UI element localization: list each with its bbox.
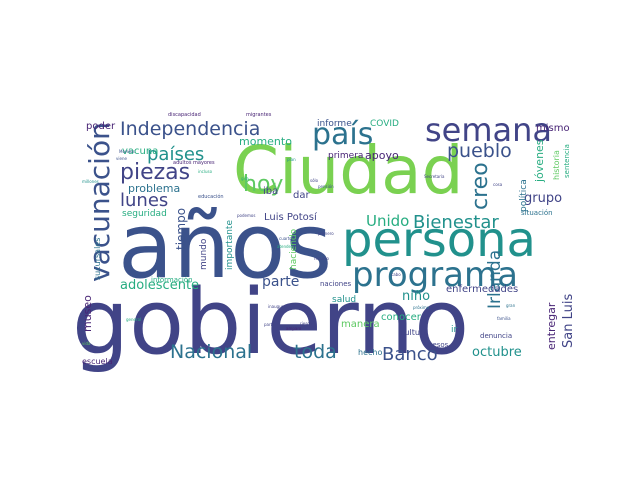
word-nacional: Nacional: [170, 341, 253, 363]
word-semana: semana: [425, 111, 553, 149]
word-cabo: cabo: [391, 272, 401, 277]
word-persona: persona: [342, 212, 536, 268]
word-tiempo: tiempo: [174, 207, 188, 250]
word-bienestar: Bienestar: [413, 212, 499, 233]
word-san-luis: San Luis: [561, 293, 576, 348]
word-incluso: incluso: [198, 169, 213, 174]
word-adultos-mayores: adultos mayores: [173, 160, 215, 166]
word-riesgo: riesgo: [300, 321, 313, 326]
word-proximo: próximo: [413, 305, 430, 310]
word-grupo: grupo: [524, 191, 563, 206]
word-ir: ir: [451, 325, 458, 335]
word-jovenes: jóvenes: [533, 139, 546, 182]
word-inaugurar: inaugurar: [268, 304, 288, 309]
word-creo: creo: [468, 162, 493, 210]
word-naciones: naciones: [320, 280, 352, 288]
word-problema: problema: [128, 182, 181, 195]
word-informe: informe: [317, 119, 352, 129]
word-paises: países: [147, 144, 205, 165]
word-ciudad: Ciudad: [233, 132, 464, 209]
word-manera: manera: [341, 319, 380, 330]
word-pueblo: pueblo: [447, 140, 512, 162]
word-historia: historia: [552, 150, 561, 180]
word-recurso: recurso: [314, 256, 329, 261]
word-banco: Banco: [382, 344, 438, 365]
word-morelos: Morelos: [119, 149, 135, 154]
word-solo: sólo: [310, 178, 319, 183]
word-amparo: amparo: [286, 326, 302, 331]
word-podemos: podemos: [237, 213, 256, 218]
word-escuela: escuela: [82, 357, 113, 366]
word-pension: pensión: [318, 184, 334, 189]
word-vacuna: vacuna: [122, 146, 159, 157]
word-independencia: Independencia: [120, 118, 261, 140]
word-partir: partir: [264, 322, 275, 327]
word-museo: museo: [81, 295, 94, 332]
word-nino: niño: [402, 289, 431, 304]
word-sucursales: sucursales: [93, 237, 102, 280]
word-entregar: entregar: [545, 302, 558, 350]
word-toda: toda: [294, 341, 337, 363]
word-covid: COVID: [370, 119, 399, 129]
word-pais: país: [312, 117, 374, 152]
word-salud: salud: [332, 295, 357, 305]
word-programa: programa: [352, 255, 518, 295]
word-hoy: hoy: [243, 172, 284, 197]
word-pesos: pesos: [428, 341, 449, 349]
word-primera: primera: [328, 151, 364, 161]
word-gran: gran: [506, 303, 516, 308]
word-irlanda: Irlanda: [485, 249, 505, 309]
word-lunes: lunes: [120, 190, 169, 211]
word-iba: iba: [263, 186, 279, 197]
word-cloud: Ciudad años gobierno persona programa se…: [72, 113, 580, 370]
word-cuarto: cuarto: [279, 236, 292, 241]
word-discapacidad: discapacidad: [168, 112, 201, 118]
word-cultura: cultura: [400, 328, 429, 337]
word-conocer: conocer: [381, 312, 421, 323]
word-plan: plan: [287, 157, 296, 162]
word-unido: Unido: [366, 212, 410, 230]
word-viene: viene: [116, 156, 127, 161]
word-cosa: cosa: [493, 182, 503, 187]
word-enfermedades: enfermedades: [446, 284, 519, 295]
word-seguridad: seguridad: [122, 209, 167, 219]
word-educacion: educación: [198, 194, 224, 200]
word-familia: familia: [497, 316, 511, 321]
word-sentencia: sentencia: [563, 144, 571, 178]
word-migrantes: migrantes: [246, 112, 272, 118]
word-atender: atender: [277, 244, 293, 249]
word-informacion: información: [151, 276, 193, 284]
word-momento: momento: [239, 135, 292, 148]
word-gira: gira: [241, 176, 249, 181]
word-luis-potosi: Luis Potosí: [264, 212, 317, 223]
word-politica: política: [519, 179, 529, 212]
word-parte: parte: [262, 274, 300, 290]
word-secretaria: Secretaría: [424, 174, 445, 179]
word-gobierno: gobierno: [72, 270, 470, 375]
word-apoyo: apoyo: [365, 149, 399, 162]
word-anos: años: [118, 194, 333, 299]
word-vida: vida: [82, 341, 91, 346]
word-adolescente: adolescente: [120, 278, 200, 293]
word-poder: poder: [86, 121, 116, 132]
word-mundo: mundo: [199, 238, 209, 270]
word-hecho: hecho: [358, 348, 383, 357]
word-primero: primero: [318, 231, 334, 236]
word-importante: importante: [225, 219, 235, 270]
word-general: general: [126, 317, 142, 322]
word-millones: millones: [82, 179, 99, 184]
word-piezas: piezas: [120, 160, 191, 185]
word-situacion: situación: [521, 209, 553, 217]
word-denuncia: denuncia: [480, 332, 513, 340]
word-dar: dar: [293, 190, 310, 201]
word-octubre: octubre: [472, 345, 522, 360]
word-mismo: mismo: [536, 123, 570, 134]
